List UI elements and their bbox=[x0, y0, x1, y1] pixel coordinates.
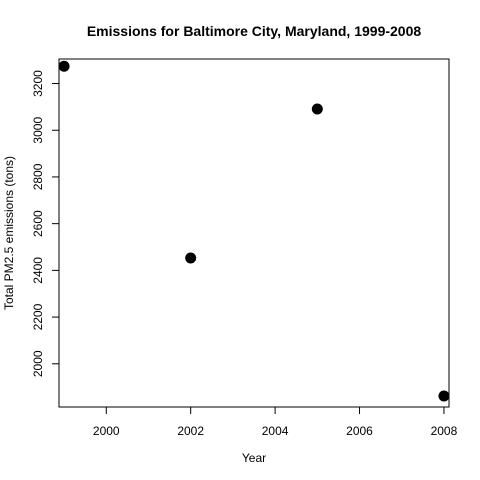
x-tick-label: 2008 bbox=[431, 424, 458, 438]
y-tick-label: 2400 bbox=[31, 257, 45, 284]
y-tick-label: 3000 bbox=[31, 117, 45, 144]
y-tick-label: 2800 bbox=[31, 163, 45, 190]
data-point bbox=[311, 103, 323, 115]
x-tick-label: 2006 bbox=[346, 424, 373, 438]
x-tick-label: 2004 bbox=[262, 424, 289, 438]
x-axis: 2000 2002 2004 2006 2008 bbox=[93, 406, 458, 438]
plot-frame bbox=[58, 58, 450, 408]
data-points bbox=[58, 60, 450, 402]
x-axis-label: Year bbox=[242, 451, 266, 465]
data-point bbox=[58, 60, 70, 72]
data-point bbox=[438, 390, 450, 402]
data-point bbox=[185, 252, 197, 264]
y-tick-label: 2200 bbox=[31, 303, 45, 330]
x-tick-label: 2002 bbox=[177, 424, 204, 438]
y-axis-label: Total PM2.5 emissions (tons) bbox=[2, 156, 16, 310]
y-tick-label: 2000 bbox=[31, 350, 45, 377]
y-axis: 2000 2200 2400 2600 2800 3000 3200 bbox=[31, 70, 60, 377]
x-tick-label: 2000 bbox=[93, 424, 120, 438]
y-tick-label: 3200 bbox=[31, 70, 45, 97]
y-tick-label: 2600 bbox=[31, 210, 45, 237]
chart-title: Emissions for Baltimore City, Maryland, … bbox=[87, 23, 422, 39]
